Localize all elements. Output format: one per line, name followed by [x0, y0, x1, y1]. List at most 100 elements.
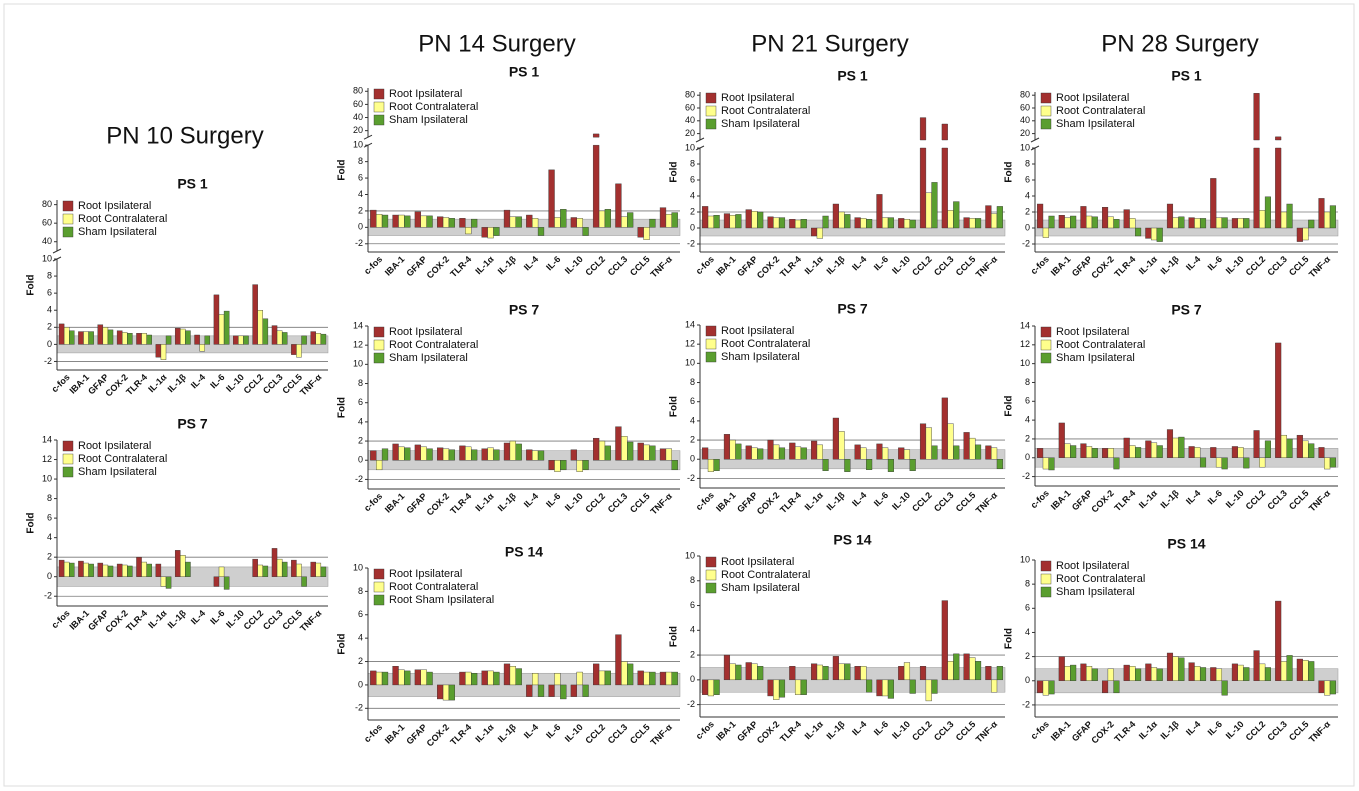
bar: [1302, 227, 1309, 241]
bar: [898, 218, 905, 229]
x-tick-label: IL-1β: [824, 719, 847, 742]
y-tick-label: 10: [685, 358, 695, 368]
bar: [420, 669, 427, 686]
x-tick-label: IL-4: [1184, 488, 1202, 506]
bar: [882, 679, 889, 697]
bar: [1064, 666, 1071, 681]
bar: [493, 671, 500, 686]
bar: [381, 671, 389, 686]
x-tick-label: IL-4: [522, 491, 540, 509]
bar: [509, 216, 516, 228]
bar: [1064, 443, 1071, 458]
x-tick-label: CCL3: [1265, 254, 1289, 278]
x-tick-label: c-fos: [694, 490, 716, 512]
y-tick-label: 20: [685, 128, 695, 138]
y-tick-label: 14: [42, 434, 52, 444]
bar: [665, 671, 672, 686]
y-tick-label: 4: [690, 415, 695, 425]
bar: [713, 214, 720, 229]
x-tick-label: TNF-α: [648, 491, 674, 517]
bar: [876, 443, 883, 460]
bar: [887, 459, 894, 472]
bar: [503, 663, 511, 686]
bar: [800, 218, 807, 229]
x-tick-label: TLR-4: [448, 254, 473, 279]
bar: [1145, 227, 1152, 239]
panel-title: PS 14: [833, 532, 871, 548]
bar: [136, 556, 142, 577]
x-tick-label: TLR-4: [778, 719, 803, 744]
bar: [102, 564, 109, 577]
y-tick-label: 60: [685, 102, 695, 112]
bar: [860, 666, 867, 681]
legend-label: Sham Ipsilateral: [1056, 352, 1135, 364]
bar: [919, 666, 927, 681]
x-tick-label: CCL3: [261, 372, 285, 396]
bar: [735, 443, 742, 460]
bar: [963, 217, 970, 229]
bar: [816, 664, 823, 681]
bar: [1194, 218, 1201, 229]
x-tick-label: IL-6: [872, 254, 890, 272]
bar: [627, 212, 634, 228]
bar: [1048, 680, 1055, 695]
x-tick-label: IL-6: [1206, 254, 1224, 272]
x-tick-label: CCL3: [932, 254, 956, 278]
bar: [1237, 664, 1244, 681]
bar: [593, 663, 600, 686]
legend-swatch: [62, 440, 74, 452]
bar: [1107, 448, 1114, 458]
bar: [404, 447, 411, 461]
bar: [243, 335, 249, 345]
bar: [1145, 440, 1152, 458]
panel-title: PS 7: [1171, 302, 1202, 318]
bar: [1231, 446, 1238, 458]
bar: [925, 427, 932, 460]
bar: [252, 558, 258, 577]
y-tick-label: 40: [685, 115, 695, 125]
legend-label: Root Contralateral: [1056, 105, 1145, 117]
bar: [296, 344, 302, 358]
x-tick-label: c-fos: [1029, 719, 1051, 741]
bar: [448, 684, 455, 701]
y-tick-label: 10: [685, 142, 695, 152]
y-tick-label: 8: [1025, 158, 1030, 168]
y-tick-label: 6: [1025, 603, 1030, 613]
bar: [729, 214, 736, 229]
bar: [1264, 196, 1271, 229]
bar: [1243, 218, 1250, 229]
bar: [1308, 443, 1315, 458]
panel-title: PS 1: [177, 176, 208, 192]
x-tick-label: TNF-α: [974, 719, 1000, 745]
legend-label: Root Ipsilateral: [721, 556, 794, 568]
bar: [180, 328, 186, 345]
bar: [882, 217, 889, 229]
bar: [1215, 668, 1223, 681]
bar: [548, 169, 555, 228]
legend-swatch: [705, 92, 717, 104]
bar: [903, 449, 911, 460]
x-tick-label: IL-1β: [1158, 719, 1181, 742]
bar: [751, 447, 758, 460]
y-tick-label: 8: [47, 493, 52, 503]
bar: [526, 684, 533, 697]
legend-swatch: [62, 453, 74, 465]
x-tick-label: CCL2: [583, 254, 607, 278]
bar: [1259, 457, 1266, 468]
x-tick-label: c-fos: [694, 719, 716, 741]
bar: [789, 666, 796, 681]
figure-border: [3, 3, 1355, 787]
bar: [398, 214, 405, 228]
x-tick-label: IL-10: [890, 490, 912, 512]
bar: [822, 459, 829, 471]
y-tick-label: 10: [353, 359, 363, 369]
bar: [199, 344, 205, 352]
bar: [778, 679, 786, 698]
x-tick-label: IL-10: [1224, 719, 1246, 741]
bar: [649, 671, 656, 686]
x-tick-label: CCL5: [628, 722, 652, 746]
bar: [1080, 663, 1087, 681]
bar: [426, 671, 433, 686]
bar: [554, 673, 561, 686]
bar: [465, 446, 472, 461]
